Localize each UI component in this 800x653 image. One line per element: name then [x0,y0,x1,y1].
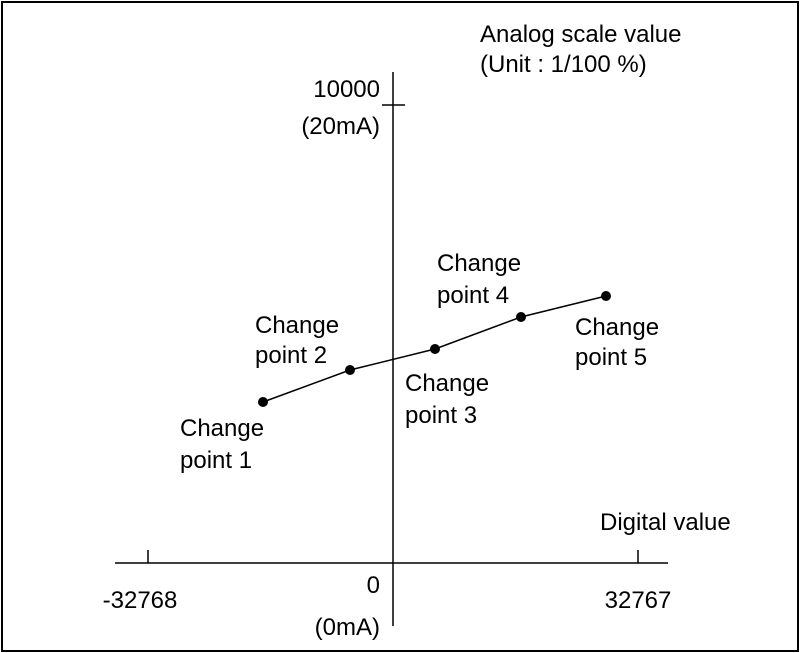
x-min-label: -32768 [103,587,178,614]
point-label: point 2 [255,342,327,369]
change-point [601,291,611,301]
y-axis-title: Analog scale value [480,21,681,48]
y-max-sublabel: (20mA) [301,113,380,140]
point-label: Change [437,250,521,277]
origin-sublabel: (0mA) [315,614,380,641]
point-label: Change [180,415,264,442]
change-point [430,344,440,354]
point-label: Change [405,370,489,397]
point-label: point 1 [180,447,252,474]
origin-label: 0 [367,572,380,599]
point-label: point 4 [437,282,509,309]
x-axis-title: Digital value [600,509,731,536]
change-point [258,397,268,407]
change-point [516,312,526,322]
point-label: point 5 [575,344,647,371]
change-point [345,365,355,375]
x-max-label: 32767 [605,587,672,614]
y-max-label: 10000 [313,76,380,103]
y-axis-unit: (Unit : 1/100 %) [480,51,647,78]
point-label: Change [255,312,339,339]
point-label: Change [575,314,659,341]
point-label: point 3 [405,402,477,429]
